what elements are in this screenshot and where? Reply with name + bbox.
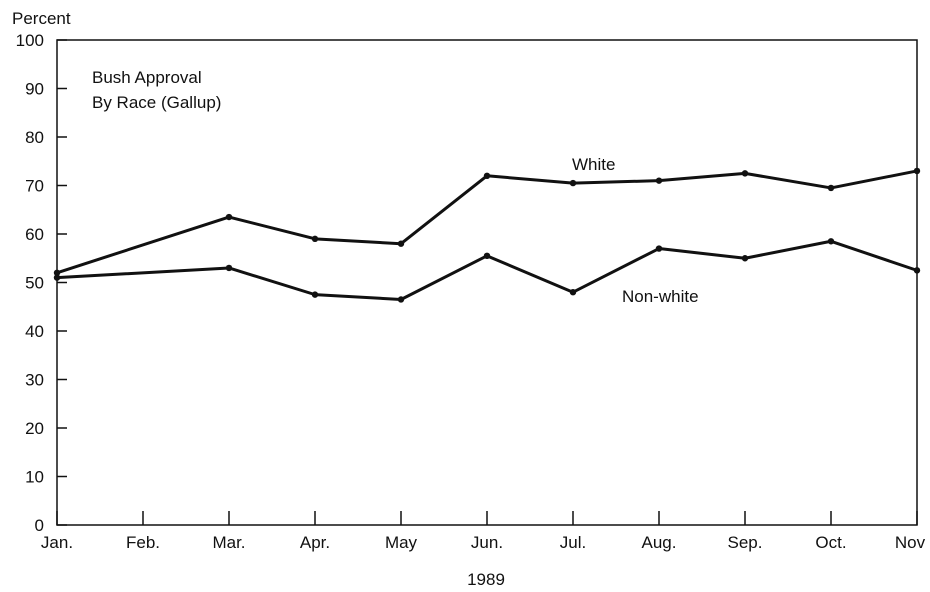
- series-group: White Non-white: [53, 155, 921, 306]
- data-point: [741, 255, 749, 262]
- x-tick-label: Mar.: [212, 533, 245, 552]
- x-tick-label: Jul.: [560, 533, 586, 552]
- x-tick-label: May: [385, 533, 418, 552]
- chart-subtitle: By Race (Gallup): [92, 93, 221, 112]
- data-point: [53, 274, 61, 281]
- y-tick-label: 10: [25, 468, 44, 487]
- data-point: [827, 238, 835, 245]
- data-point: [827, 184, 835, 192]
- y-tick-label: 100: [16, 31, 44, 50]
- plot-frame: [56, 39, 918, 526]
- data-point: [225, 213, 233, 221]
- x-tick-label: Aug.: [642, 533, 677, 552]
- series-line-white: [56, 169, 918, 275]
- y-tick-label: 20: [25, 419, 44, 438]
- data-point: [655, 245, 663, 252]
- x-axis-title: 1989: [467, 570, 505, 589]
- y-tick-label: 50: [25, 274, 44, 293]
- series-line-non-white: [56, 239, 918, 301]
- chart-axes: [56, 39, 918, 526]
- series-label-white: White: [572, 155, 615, 174]
- y-tick-label: 0: [35, 516, 44, 535]
- x-tick-label: Sep.: [728, 533, 763, 552]
- y-axis-ticks: 0 10 20 30 40 50 60 70 80 90 100: [16, 31, 67, 535]
- y-tick-label: 40: [25, 322, 44, 341]
- y-tick-label: 80: [25, 128, 44, 147]
- y-tick-label: 90: [25, 80, 44, 99]
- data-point: [311, 291, 319, 298]
- data-point: [569, 289, 577, 296]
- y-tick-label: 60: [25, 225, 44, 244]
- data-point: [913, 167, 921, 175]
- y-tick-label: 70: [25, 177, 44, 196]
- data-point: [569, 179, 577, 187]
- data-point: [483, 252, 491, 260]
- x-tick-label: Nov: [895, 533, 926, 552]
- x-tick-label: Jun.: [471, 533, 503, 552]
- y-tick-label: 30: [25, 371, 44, 390]
- x-tick-label: Jan.: [41, 533, 73, 552]
- data-point: [53, 269, 61, 276]
- data-point: [397, 240, 405, 247]
- data-point: [741, 170, 749, 177]
- series-label-non-white: Non-white: [622, 287, 699, 306]
- data-point: [397, 296, 405, 303]
- x-tick-label: Apr.: [300, 533, 330, 552]
- y-axis-title: Percent: [12, 9, 71, 28]
- data-point: [913, 267, 921, 274]
- data-point: [483, 172, 491, 179]
- data-point: [225, 264, 233, 272]
- data-point: [655, 177, 663, 184]
- data-point: [311, 235, 319, 243]
- x-tick-label: Oct.: [815, 533, 846, 552]
- x-tick-label: Feb.: [126, 533, 160, 552]
- chart-title: Bush Approval: [92, 68, 202, 87]
- x-axis-ticks: Jan. Feb. Mar. Apr. May Jun. Jul. Aug. Sep. Oct. N…: [41, 511, 926, 552]
